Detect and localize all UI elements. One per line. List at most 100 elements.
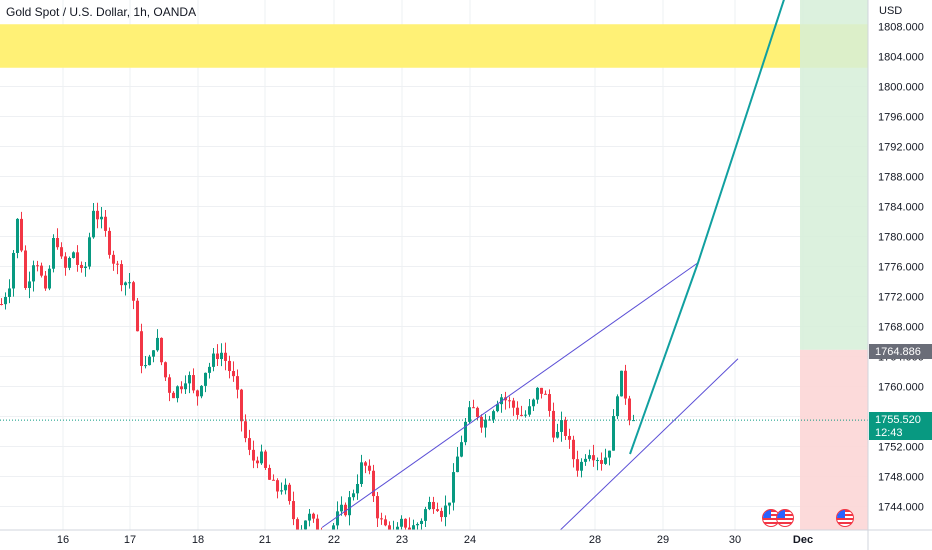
candle [28, 281, 31, 289]
candle [368, 465, 371, 471]
candle [304, 520, 307, 530]
y-tick-label: 1768.000 [878, 322, 924, 334]
bar-countdown: 12:43 [875, 427, 903, 439]
x-tick-label: 24 [464, 534, 476, 546]
candle [104, 216, 107, 231]
y-tick-label: 1744.000 [878, 502, 924, 514]
candle [116, 263, 119, 265]
candle [244, 421, 247, 439]
candle [16, 218, 19, 253]
candle [296, 519, 299, 533]
candle [272, 479, 275, 481]
candle [92, 210, 95, 238]
us-flag-icon[interactable] [776, 509, 794, 527]
candle [608, 450, 611, 458]
candle [400, 518, 403, 527]
profit-zone [800, 0, 868, 350]
last-price: 1755.520 [875, 414, 921, 426]
candle [356, 483, 359, 494]
candle [596, 460, 599, 462]
candle [280, 490, 283, 492]
channel-lower-line [538, 358, 739, 550]
candle [568, 435, 571, 440]
candle [240, 389, 243, 422]
candle [448, 502, 451, 506]
candle [616, 396, 619, 417]
candle [404, 518, 407, 528]
candle [428, 501, 431, 510]
candle [168, 377, 171, 393]
candle [192, 375, 195, 391]
x-tick-label: 30 [729, 534, 741, 546]
candle [472, 407, 475, 409]
candle [312, 513, 315, 519]
candle [532, 399, 535, 407]
candle [480, 416, 483, 428]
y-tick-label: 1776.000 [878, 262, 924, 274]
candle [476, 407, 479, 417]
candle [396, 526, 399, 531]
candle [60, 247, 63, 257]
candle [628, 398, 631, 421]
candle [372, 470, 375, 497]
candle [144, 365, 147, 367]
candle [196, 390, 199, 397]
candle [100, 216, 103, 220]
candle [204, 372, 207, 386]
candle [612, 416, 615, 451]
candle [592, 455, 595, 461]
candle [268, 467, 271, 480]
candle [384, 519, 387, 526]
candle [316, 518, 319, 536]
us-flag-icon[interactable] [836, 509, 854, 527]
currency-label: USD [879, 5, 903, 17]
candle [160, 337, 163, 363]
candle [212, 353, 215, 367]
resistance-zone [0, 24, 868, 68]
y-tick-label: 1760.000 [878, 382, 924, 394]
candle [216, 353, 219, 360]
candle [600, 460, 603, 464]
candle [36, 265, 39, 267]
candle [576, 459, 579, 471]
candle [260, 451, 263, 464]
candle [172, 392, 175, 399]
candle [552, 410, 555, 438]
x-tick-label: 23 [396, 534, 408, 546]
x-tick-label: 21 [259, 534, 271, 546]
candle [164, 362, 167, 378]
candle [528, 406, 531, 415]
candle [436, 509, 439, 511]
candle [148, 356, 151, 366]
y-tick-label: 1752.000 [878, 442, 924, 454]
candle [420, 520, 423, 524]
candle [88, 237, 91, 267]
y-tick-label: 1748.000 [878, 472, 924, 484]
candle [208, 366, 211, 373]
position-price-tag: 1764.886 [869, 344, 932, 359]
candle [424, 509, 427, 521]
candle [96, 210, 99, 220]
candle [496, 404, 499, 412]
candle [492, 411, 495, 420]
candle [468, 407, 471, 422]
y-tick-label: 1796.000 [878, 112, 924, 124]
candle [40, 265, 43, 276]
candle [464, 421, 467, 443]
candle [12, 252, 15, 289]
candle [276, 480, 279, 492]
candle [32, 265, 35, 282]
candle [444, 505, 447, 518]
candle [484, 419, 487, 428]
candle [228, 360, 231, 372]
candle [252, 449, 255, 461]
candle [24, 250, 27, 289]
y-tick-label: 1800.000 [878, 82, 924, 94]
candle [64, 256, 67, 268]
candle [584, 458, 587, 462]
candle [624, 370, 627, 399]
time-axis [0, 530, 932, 550]
candle [128, 282, 131, 284]
candle [112, 254, 115, 264]
